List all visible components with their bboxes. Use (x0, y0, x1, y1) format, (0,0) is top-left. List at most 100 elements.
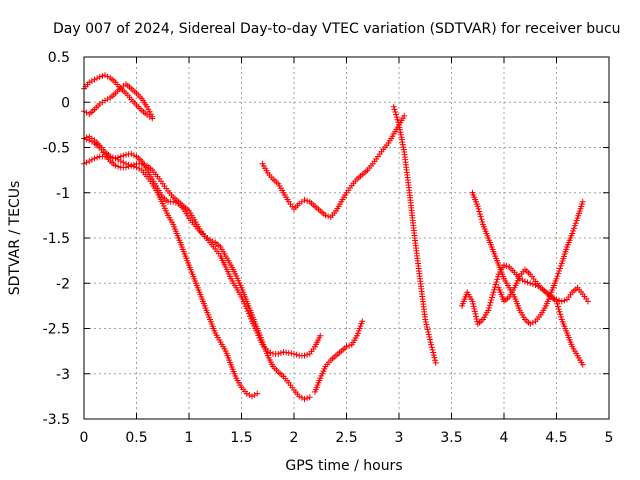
data-point (275, 350, 282, 357)
data-point (112, 155, 119, 162)
data-point (247, 315, 254, 322)
data-point (395, 119, 402, 126)
data-point (557, 262, 564, 269)
data-point (550, 295, 557, 302)
data-point (91, 155, 98, 162)
data-point (428, 344, 435, 351)
data-point (267, 349, 274, 356)
data-point (487, 299, 494, 306)
x-tick-label: 2.5 (335, 430, 357, 446)
data-point (425, 329, 432, 336)
data-point (556, 297, 563, 304)
data-point (522, 278, 528, 285)
data-point (296, 393, 303, 400)
data-point (469, 298, 476, 305)
data-point (83, 159, 90, 166)
data-point (527, 320, 534, 327)
data-point (474, 203, 481, 210)
data-point (495, 273, 501, 280)
data-point (277, 349, 284, 356)
data-point (524, 279, 531, 286)
data-point (301, 352, 308, 359)
data-point (554, 300, 561, 307)
data-point (553, 275, 560, 282)
y-axis-label: SDTVAR / TECUs (7, 181, 23, 296)
x-tick-label: 3 (395, 430, 404, 446)
data-point (486, 304, 492, 311)
data-point (571, 222, 578, 229)
data-point (301, 196, 308, 203)
data-point (569, 230, 576, 237)
series-8 (390, 103, 439, 366)
data-point (86, 79, 93, 86)
data-point (529, 281, 536, 288)
data-point (343, 343, 350, 350)
data-point (492, 284, 498, 291)
data-point (471, 305, 478, 312)
y-tick-label: -3.5 (43, 412, 70, 428)
y-tick-label: -1 (56, 186, 70, 202)
y-tick-label: 0 (61, 95, 70, 111)
x-tick-label: 1 (185, 430, 194, 446)
data-point (426, 336, 433, 343)
series-5 (81, 135, 324, 359)
data-point (88, 156, 95, 163)
data-point (553, 296, 560, 303)
data-point (245, 310, 252, 317)
data-point (430, 352, 437, 359)
data-point (501, 262, 507, 269)
data-point (479, 218, 486, 225)
x-tick-label: 0.5 (125, 430, 147, 446)
data-point (141, 161, 148, 168)
data-point (99, 73, 106, 80)
data-point (264, 348, 271, 355)
data-point (486, 302, 493, 309)
data-point (306, 394, 313, 401)
data-point (128, 150, 135, 157)
y-tick-label: -0.5 (43, 141, 70, 157)
data-point (104, 73, 111, 80)
series-11 (495, 266, 591, 305)
data-point (477, 211, 483, 218)
data-point (548, 293, 555, 300)
data-point (393, 114, 400, 121)
chart-title: Day 007 of 2024, Sidereal Day-to-day VTE… (53, 21, 621, 37)
data-point (491, 286, 498, 293)
data-point (556, 268, 563, 275)
data-point (123, 164, 129, 171)
data-point (529, 319, 536, 326)
x-tick-label: 5 (605, 430, 614, 446)
data-point (243, 390, 250, 397)
data-point (298, 394, 305, 401)
data-series (81, 72, 591, 403)
data-point (488, 297, 495, 304)
y-tick-label: 0.5 (48, 50, 70, 66)
data-point (431, 354, 438, 361)
data-point (425, 331, 432, 338)
data-point (535, 283, 542, 290)
data-point (427, 339, 434, 346)
data-point (246, 392, 253, 399)
series-7 (312, 318, 366, 395)
data-point (471, 308, 478, 315)
data-point (130, 161, 137, 168)
x-axis-label: GPS time / hours (285, 458, 402, 474)
data-point (555, 303, 561, 310)
data-point (94, 75, 101, 82)
data-point (102, 72, 108, 79)
data-point (557, 265, 563, 272)
data-point (128, 162, 135, 169)
data-point (86, 137, 93, 144)
data-point (572, 220, 579, 227)
data-point (94, 154, 101, 161)
x-tick-label: 2 (290, 430, 299, 446)
data-point (254, 390, 261, 397)
data-point (130, 152, 137, 159)
data-point (424, 323, 430, 330)
data-point (88, 138, 95, 145)
data-point (428, 341, 435, 348)
x-tick-label: 1.5 (230, 430, 252, 446)
